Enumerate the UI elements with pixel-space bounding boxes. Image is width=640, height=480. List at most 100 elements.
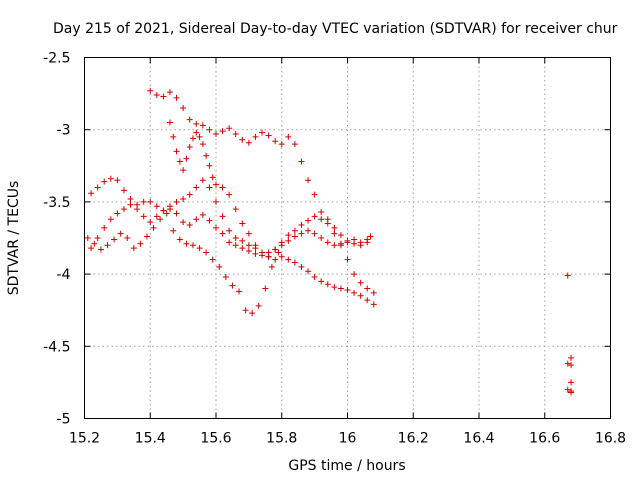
data-point [209,174,216,181]
data-point [305,227,312,234]
data-point [324,239,331,246]
data-point [305,177,312,184]
data-point [351,240,358,247]
data-point [272,256,279,263]
data-point [344,256,351,263]
x-tick-label: 15.2 [69,431,100,447]
data-point [183,155,190,162]
data-point [564,360,571,367]
scatter-points [84,87,575,396]
data-point [94,235,101,241]
data-point [245,242,252,249]
data-point [357,242,364,249]
data-point [564,272,571,279]
data-point [101,178,108,185]
x-tick-label: 16 [339,431,357,447]
data-point [147,87,154,94]
data-point [232,206,239,213]
data-point [370,301,377,308]
data-point [186,222,193,229]
data-point [213,181,219,188]
y-tick-labels: -2.5 -3 -3.5 -4 -4.5 -5 [43,51,70,428]
data-point [318,216,325,223]
data-point [298,230,305,237]
data-point [193,120,200,127]
data-point [285,237,292,244]
data-point [94,184,101,191]
data-point [278,141,285,148]
data-point [249,310,256,317]
series-sat-a [147,87,374,246]
data-point [245,247,252,254]
data-point [213,198,219,205]
data-point [186,144,193,151]
data-point [564,386,571,393]
data-point [259,129,266,136]
data-point [173,148,180,155]
data-point [568,362,575,369]
x-tick-label: 15.8 [266,431,297,447]
data-point [291,141,298,148]
data-point [245,230,252,237]
data-point [193,129,200,136]
data-point [88,190,95,197]
data-point [367,233,374,240]
data-point [170,133,177,140]
y-tick-label: -3.5 [43,195,70,211]
x-tick-label: 15.6 [200,431,231,447]
data-point [170,227,177,234]
data-point [259,252,266,259]
data-point [229,282,236,289]
data-point [278,242,285,249]
data-point [242,307,249,314]
data-point [232,235,239,241]
y-tick-label: -3 [57,123,71,139]
data-point [331,230,338,237]
data-point [285,232,292,239]
data-point [357,292,364,299]
data-point [351,289,358,296]
data-point [239,245,246,252]
data-point [232,131,239,138]
data-point [101,224,108,231]
data-point [344,286,351,293]
data-point [166,203,173,210]
data-point [298,158,305,165]
data-point [127,196,134,203]
data-point [180,219,187,226]
data-point [370,289,377,296]
data-point [206,184,213,191]
data-point [107,216,114,223]
data-point [337,232,344,239]
data-point [153,213,160,220]
data-point [331,284,338,291]
data-point [127,201,134,208]
data-point [226,239,233,246]
data-point [186,191,193,198]
data-point [252,245,259,252]
chart-title: Day 215 of 2021, Sidereal Day-to-day VTE… [53,21,618,37]
data-point [147,219,154,226]
x-tick-label: 16.2 [398,431,429,447]
data-point [568,388,575,395]
data-point [268,263,275,270]
data-point [331,224,338,231]
data-point [239,220,246,227]
data-point [206,217,213,224]
x-axis-title: GPS time / hours [288,458,405,474]
data-point [311,213,318,220]
data-point [120,187,127,194]
data-point [193,216,200,223]
data-point [285,133,292,140]
data-point [272,138,279,145]
data-point [173,94,180,101]
data-point [193,184,200,191]
y-tick-label: -4 [57,267,71,283]
data-point [180,196,187,203]
data-point [166,119,173,126]
series-sat-d [84,210,282,317]
data-point [318,278,325,285]
data-point [143,233,150,240]
data-point [114,210,121,217]
data-point [173,198,180,205]
